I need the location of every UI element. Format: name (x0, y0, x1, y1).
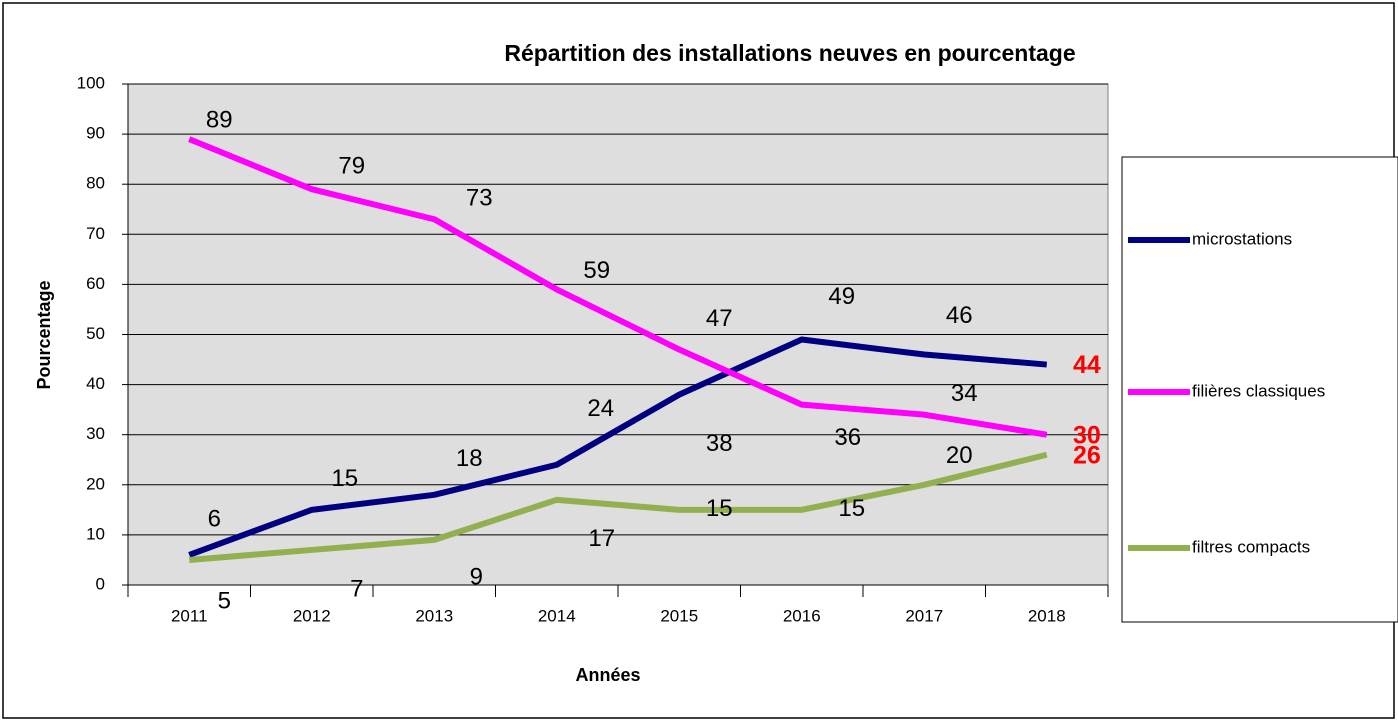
data-label: 18 (456, 445, 483, 472)
y-axis-label: Pourcentage (34, 280, 54, 389)
data-label: 6 (208, 505, 221, 532)
chart-title: Répartition des installations neuves en … (504, 40, 1075, 66)
y-tick-label: 0 (96, 574, 105, 593)
x-axis-label: Années (575, 665, 640, 685)
data-label: 47 (706, 305, 733, 332)
x-tick-label: 2018 (1028, 606, 1066, 625)
x-tick-label: 2017 (905, 606, 943, 625)
data-label: 15 (706, 495, 733, 522)
data-label: 38 (706, 430, 733, 457)
legend-label: microstations (1192, 229, 1292, 248)
data-label: 20 (946, 442, 973, 469)
y-tick-label: 10 (86, 524, 105, 543)
data-label: 7 (350, 575, 363, 602)
y-tick-label: 80 (86, 174, 105, 193)
data-label: 34 (951, 380, 978, 407)
data-label: 26 (1073, 441, 1101, 469)
y-tick-label: 60 (86, 274, 105, 293)
x-tick-label: 2016 (783, 606, 821, 625)
legend-label: filtres compacts (1192, 537, 1310, 556)
data-label: 9 (470, 563, 483, 590)
y-tick-label: 30 (86, 424, 105, 443)
x-tick-label: 2013 (415, 606, 453, 625)
y-tick-label: 70 (86, 224, 105, 243)
data-label: 36 (834, 424, 861, 451)
legend-label: filières classiques (1192, 381, 1325, 400)
data-label: 17 (588, 525, 615, 552)
data-label: 49 (828, 283, 855, 310)
y-tick-label: 40 (86, 374, 105, 393)
y-tick-label: 90 (86, 124, 105, 143)
data-label: 59 (583, 257, 610, 284)
data-label: 15 (838, 495, 865, 522)
data-label: 5 (218, 587, 231, 614)
x-tick-label: 2015 (660, 606, 698, 625)
data-label: 46 (946, 302, 973, 329)
data-label: 24 (587, 395, 614, 422)
y-tick-label: 100 (77, 73, 105, 92)
data-label: 89 (206, 106, 233, 133)
x-tick-label: 2012 (293, 606, 331, 625)
data-label: 79 (338, 153, 365, 180)
data-label: 15 (331, 465, 358, 492)
x-tick-label: 2014 (538, 606, 576, 625)
x-tick-label: 2011 (171, 606, 208, 625)
y-tick-label: 50 (86, 324, 105, 343)
data-label: 44 (1073, 351, 1101, 379)
data-label: 73 (466, 185, 493, 212)
y-tick-label: 20 (86, 474, 105, 493)
chart: Répartition des installations neuves en … (0, 0, 1398, 722)
